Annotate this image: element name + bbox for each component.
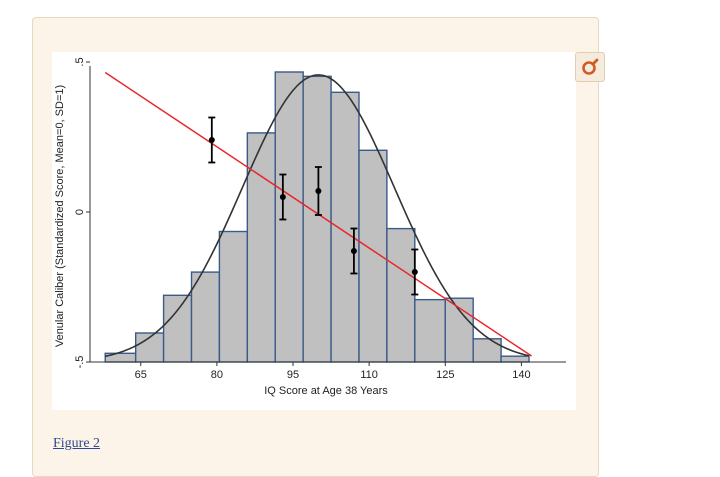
histogram-bar-4: [218, 230, 249, 363]
y-tick-label-0: .5: [74, 57, 86, 66]
histogram-bar-13: [472, 338, 502, 363]
point-marker-3: [350, 248, 357, 254]
chart: 65 80 95 110 125 140 .5 0 -.5 IQ Score at Age 38…: [54, 57, 566, 397]
zoom-magnifier-icon: [582, 58, 599, 75]
y-tick-label-2: -.5: [74, 356, 86, 369]
x-tick-label-2: 95: [287, 369, 299, 381]
data-point-0: [208, 116, 216, 164]
histogram-bar-10: [386, 227, 416, 363]
x-tick-label-1: 80: [211, 369, 223, 381]
normal-curve: [105, 74, 530, 358]
point-marker-2: [315, 188, 322, 194]
data-point-1: [279, 173, 287, 221]
histogram-bar-8: [330, 91, 360, 363]
point-marker-0: [208, 137, 215, 143]
histogram-bars: [104, 71, 530, 363]
histogram-bar-3: [190, 271, 221, 363]
histogram-bar-6: [274, 71, 304, 363]
zoom-button[interactable]: [575, 52, 605, 82]
x-tick-label-4: 125: [436, 369, 454, 381]
data-points: [208, 116, 419, 296]
y-axis-title: Venular Caliber (Standardized Score, Mea…: [54, 85, 66, 347]
y-tick-label-1: 0: [74, 209, 86, 215]
histogram-bar-14: [500, 355, 530, 363]
axes: 65 80 95 110 125 140 .5 0 -.5: [74, 57, 566, 381]
plot-area: 65 80 95 110 125 140 .5 0 -.5 IQ Score at Age 38…: [52, 52, 576, 410]
data-point-3: [350, 227, 358, 275]
data-point-2: [314, 166, 322, 216]
data-point-4: [411, 248, 419, 296]
point-marker-4: [411, 269, 418, 275]
x-tick-label-0: 65: [135, 369, 147, 381]
histogram-bar-11: [414, 298, 446, 363]
x-tick-label-3: 110: [360, 369, 378, 381]
x-tick-label-5: 140: [512, 369, 530, 381]
histogram-bar-2: [162, 294, 193, 363]
figure-link[interactable]: Figure 2: [53, 436, 101, 451]
histogram-bar-5: [246, 132, 276, 363]
point-marker-1: [279, 194, 286, 200]
x-axis-title: IQ Score at Age 38 Years: [264, 385, 388, 397]
